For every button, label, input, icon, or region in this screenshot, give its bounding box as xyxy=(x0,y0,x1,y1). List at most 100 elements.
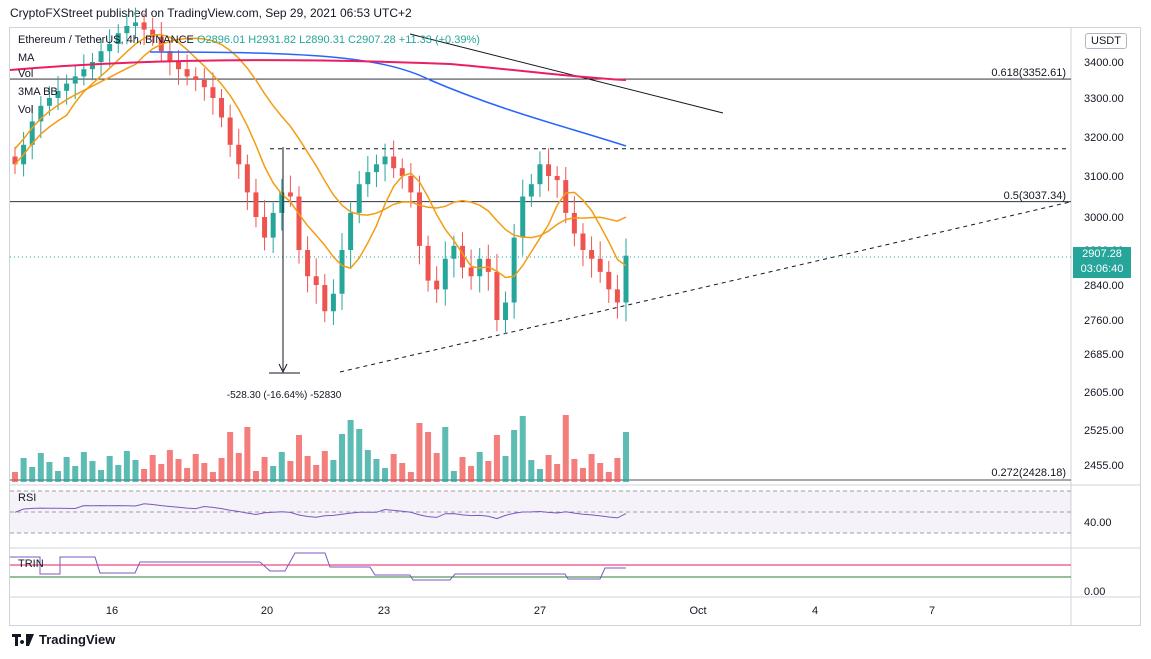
currency-selector[interactable]: USDT xyxy=(1085,33,1127,49)
ma-legend[interactable]: MA xyxy=(18,52,35,64)
volume-bar xyxy=(571,459,578,482)
candle-body xyxy=(606,271,612,290)
volume-bar xyxy=(502,456,509,482)
volume-bar xyxy=(192,454,199,482)
y-tick-label: 3000.00 xyxy=(1084,212,1124,224)
volume-bar xyxy=(528,460,535,482)
candle-body xyxy=(46,98,52,106)
volume-bar xyxy=(356,429,363,482)
candle-body xyxy=(176,62,182,70)
volume-bar xyxy=(390,454,397,482)
volume-bar xyxy=(55,471,62,482)
candle-body xyxy=(356,184,362,213)
y-tick-label: 3300.00 xyxy=(1084,93,1124,105)
volume-bar xyxy=(347,420,354,482)
volume-bar xyxy=(80,452,87,482)
candle-body xyxy=(580,233,586,250)
y-tick-label: 3400.00 xyxy=(1084,57,1124,69)
candle-countdown: 03:06:40 xyxy=(1080,263,1124,275)
volume-bar xyxy=(588,454,595,482)
volume-bar xyxy=(29,467,36,482)
candle-body xyxy=(589,250,595,259)
volume-bar xyxy=(287,461,294,482)
candle-body xyxy=(365,172,371,185)
ma-slow-line xyxy=(14,37,627,239)
x-tick-label: 7 xyxy=(929,605,935,617)
current-price-value: 2907.28 xyxy=(1082,248,1122,260)
measure-label: -528.30 (-16.64%) -52830 xyxy=(227,390,342,401)
trin-label[interactable]: TRIN xyxy=(18,558,44,570)
volume-bar xyxy=(115,465,122,482)
volume-bar xyxy=(158,464,165,482)
volume-bar xyxy=(227,432,234,482)
volume-bar xyxy=(407,472,414,482)
rsi-label[interactable]: RSI xyxy=(18,492,37,504)
candle-body xyxy=(227,117,233,145)
y-tick-label: 3200.00 xyxy=(1084,132,1124,144)
publisher-header: CryptoFXStreet published on TradingView.… xyxy=(10,6,412,20)
candle-body xyxy=(494,271,500,320)
volume-bar xyxy=(20,458,27,482)
volume-bar xyxy=(166,450,173,482)
candle-body xyxy=(528,184,534,197)
candle-body xyxy=(554,176,560,181)
candle-body xyxy=(425,245,431,281)
vol-legend[interactable]: Vol xyxy=(18,68,34,80)
candle-body xyxy=(279,192,285,213)
candle-body xyxy=(597,258,603,272)
volume-bar xyxy=(493,435,500,482)
ma-fast-line xyxy=(14,33,627,279)
candle-body xyxy=(313,276,319,285)
candle-body xyxy=(442,258,448,290)
tradingview-logo-icon xyxy=(12,633,34,646)
ohlc-values: O2896.01 H2931.82 L2890.31 C2907.28 +11.… xyxy=(196,34,480,46)
candle-body xyxy=(132,22,138,26)
volume-bar xyxy=(218,458,225,482)
fib-272-label: 0.272(2428.18) xyxy=(991,467,1066,479)
support-trendline xyxy=(339,201,1071,373)
volume-bar xyxy=(12,472,18,482)
volume-bar xyxy=(623,432,629,482)
candle-body xyxy=(167,51,173,62)
candle-body xyxy=(391,156,397,169)
candle-body xyxy=(89,62,95,70)
y-tick-label: 2455.00 xyxy=(1084,460,1124,472)
candle-body xyxy=(563,180,569,213)
candle-body xyxy=(98,51,104,62)
vol2-legend[interactable]: Vol xyxy=(18,104,34,116)
volume-bar xyxy=(278,452,285,482)
candle-body xyxy=(408,176,414,193)
volume-bar xyxy=(442,427,449,482)
bb-legend[interactable]: 3MA BB xyxy=(18,86,58,98)
volume-bar xyxy=(37,453,44,482)
candle-body xyxy=(459,245,465,268)
volume-bar xyxy=(72,466,79,482)
volume-bar xyxy=(252,471,259,482)
tradingview-footer[interactable]: TradingView xyxy=(12,632,115,647)
symbol-label[interactable]: Ethereum / TetherUS, 4h, BINANCE xyxy=(18,34,194,46)
volume-bar xyxy=(330,460,337,482)
candle-body xyxy=(503,302,509,320)
volume-bar xyxy=(175,459,182,482)
rsi-axis-label: 40.00 xyxy=(1084,517,1112,529)
candle-body xyxy=(124,26,130,34)
volume-bar xyxy=(141,469,148,482)
candle-body xyxy=(399,168,405,176)
ma-200-line xyxy=(9,59,627,81)
candle-body xyxy=(571,212,577,234)
volume-bar xyxy=(270,466,277,482)
candle-body xyxy=(115,33,121,44)
x-tick-label: 20 xyxy=(261,605,273,617)
volume-bar xyxy=(63,457,70,482)
current-price-box: 2907.28 03:06:40 xyxy=(1073,247,1131,278)
candle-body xyxy=(546,164,552,176)
x-tick-label: 23 xyxy=(378,605,390,617)
x-tick-label: 16 xyxy=(106,605,118,617)
volume-bar xyxy=(579,468,586,482)
candle-body xyxy=(614,289,620,303)
candle-body xyxy=(373,164,379,173)
volume-bar xyxy=(450,471,457,482)
volume-bar xyxy=(106,456,113,482)
candle-body xyxy=(451,245,457,259)
